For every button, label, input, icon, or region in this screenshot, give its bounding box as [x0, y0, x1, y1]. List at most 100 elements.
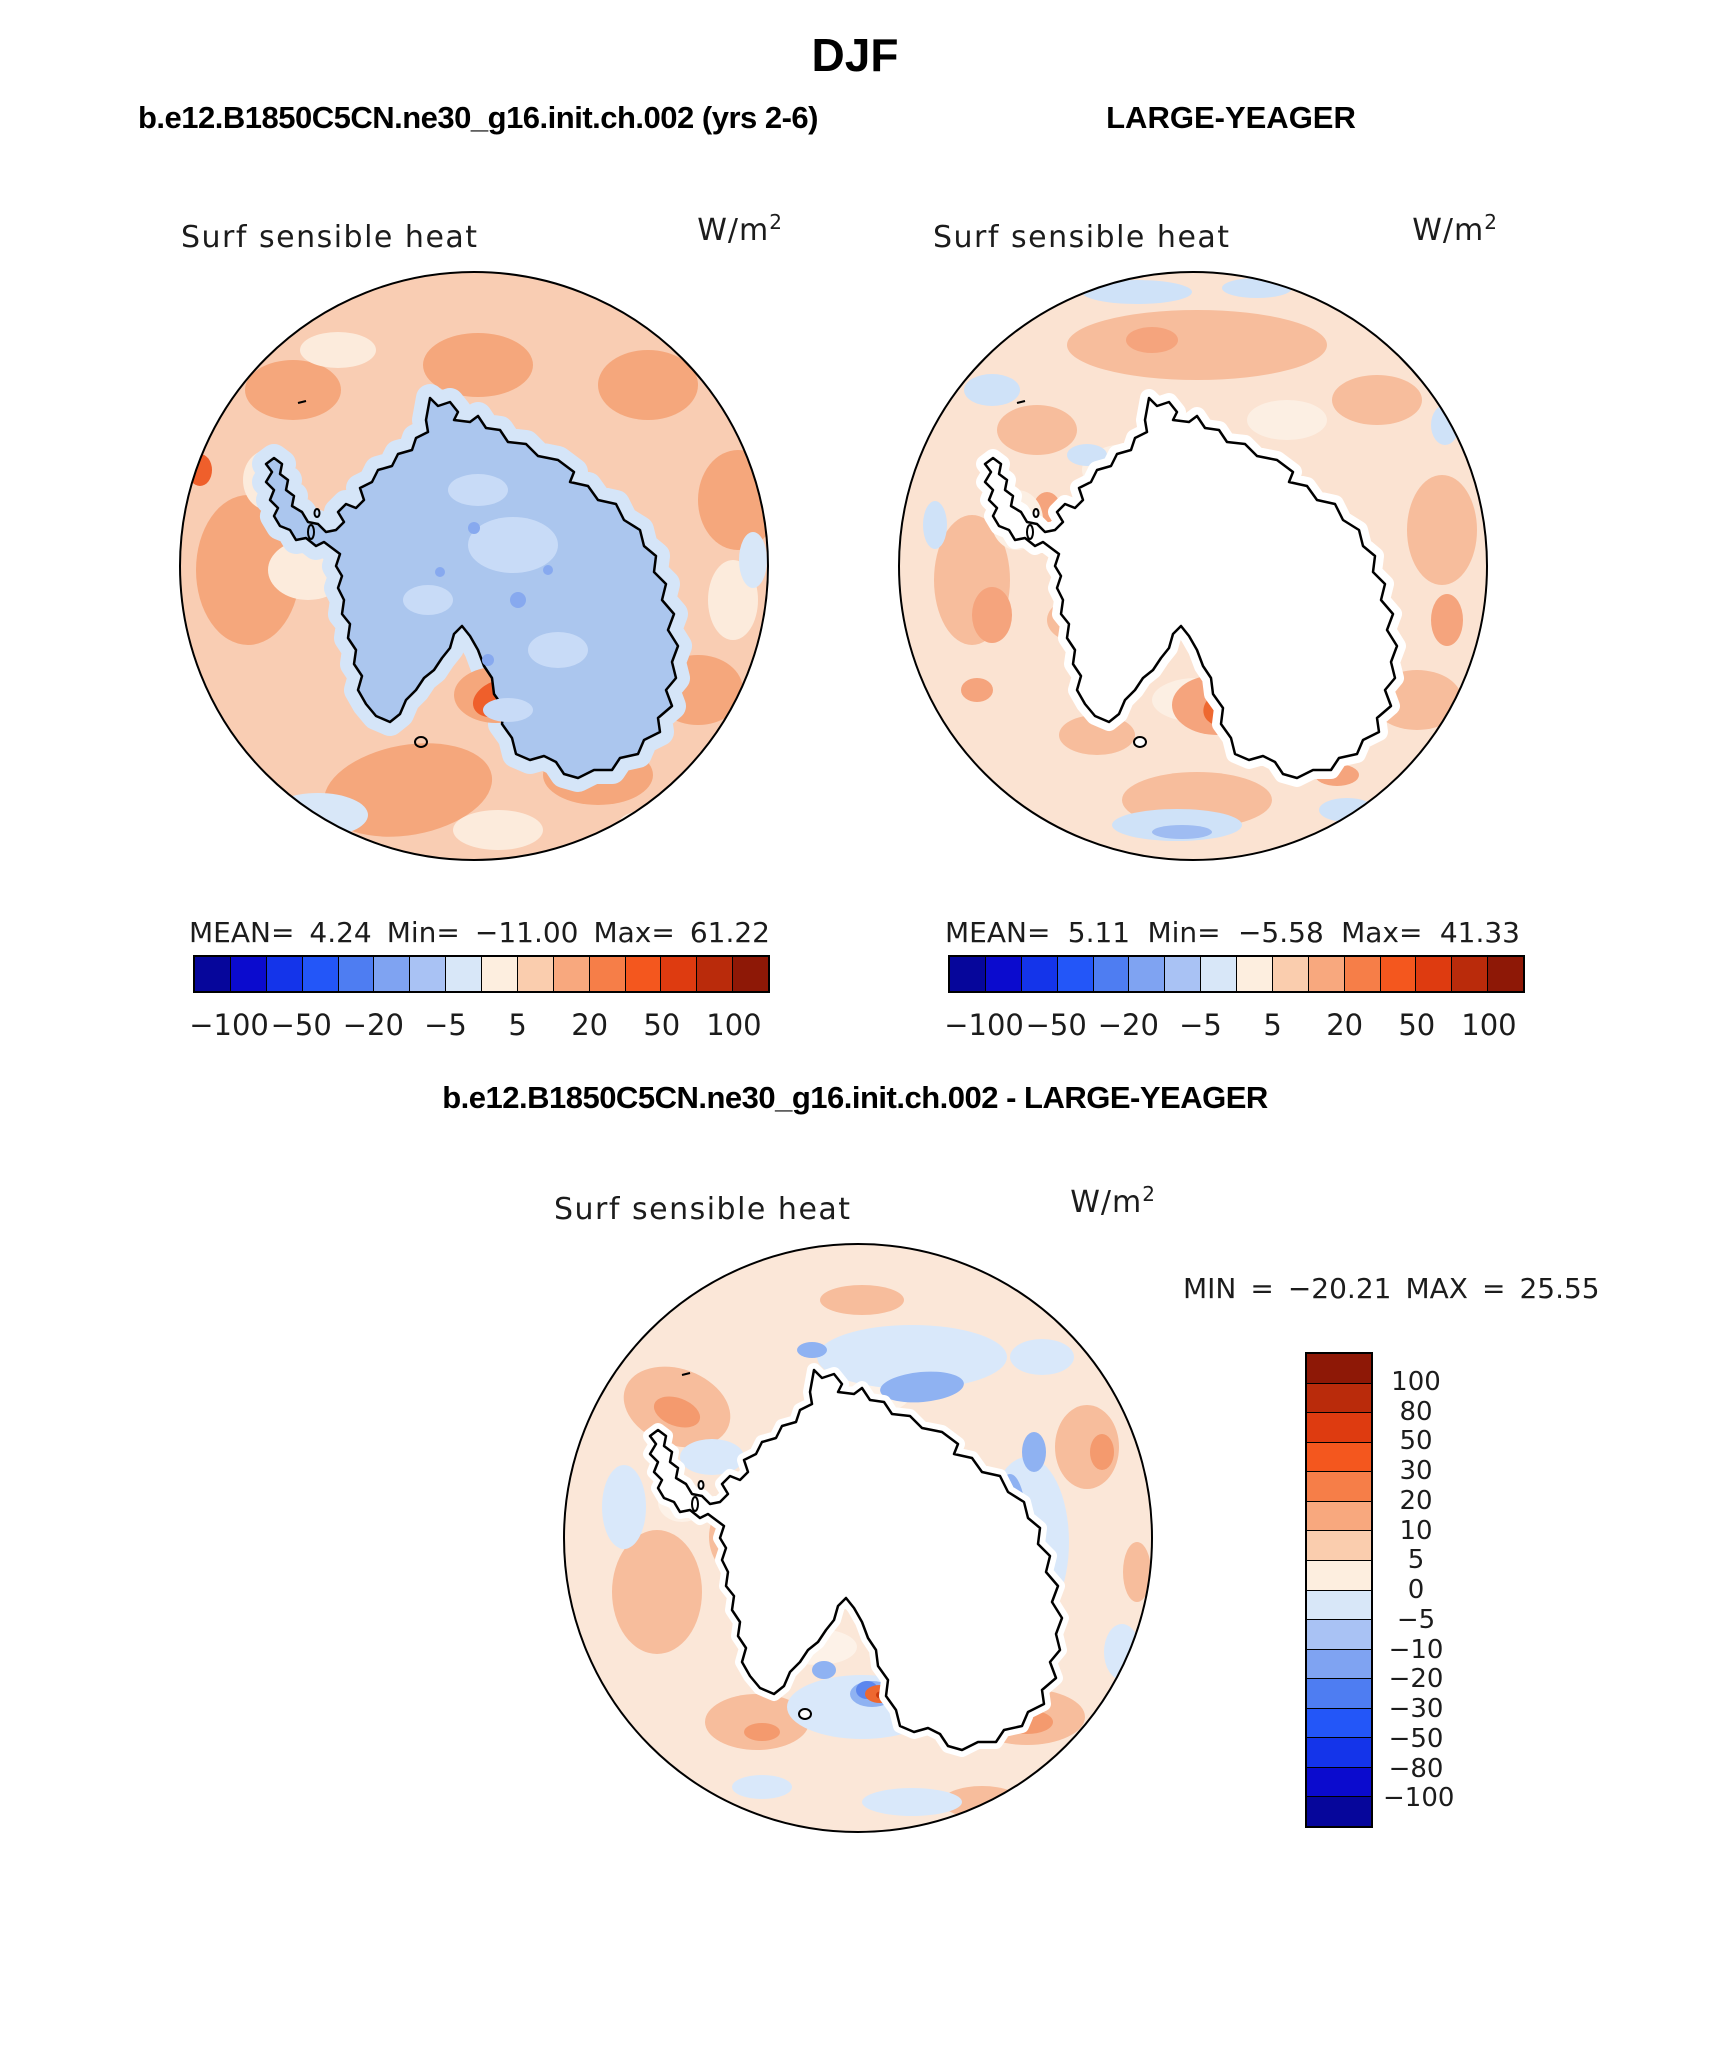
- colorbar-cell: [1307, 1649, 1371, 1680]
- colorbar-cell: [446, 957, 482, 991]
- diff-colorbar: [1305, 1352, 1373, 1828]
- colorbar-tick-label: 80: [1399, 1396, 1433, 1427]
- colorbar-cell: [1452, 957, 1489, 991]
- obs-map-plot: [898, 271, 1488, 861]
- colorbar-cell: [1380, 957, 1417, 991]
- map-boundary-circle: [179, 271, 769, 861]
- min-label: MIN: [1183, 1272, 1237, 1305]
- colorbar-tick-label: −30: [1388, 1694, 1444, 1724]
- colorbar-tick-label: 100: [1391, 1366, 1441, 1397]
- map-boundary-circle: [898, 271, 1488, 861]
- season-title: DJF: [811, 29, 899, 81]
- min-label: Min=: [1147, 916, 1221, 949]
- colorbar-tick-label: −5: [424, 1008, 467, 1042]
- max-value: 41.33: [1439, 916, 1520, 949]
- colorbar-cell: [302, 957, 339, 991]
- colorbar-tick-label: 50: [643, 1008, 681, 1042]
- min-value: −11.00: [474, 916, 579, 949]
- colorbar-cell: [733, 957, 768, 991]
- mean-value: 5.11: [1067, 916, 1131, 949]
- model-colorbar-ticks: −100 −50 −20 −5 5 20 50 100: [189, 1008, 770, 1042]
- diff-minmax-row: MIN = −20.21 MAX = 25.55: [1183, 1272, 1600, 1305]
- difference-title: b.e12.B1850C5CN.ne30_g16.init.ch.002 - L…: [442, 1080, 1268, 1115]
- colorbar-cell: [338, 957, 375, 991]
- model-colorbar: [193, 955, 770, 993]
- colorbar-cell: [1021, 957, 1058, 991]
- island-marks: [681, 1372, 812, 1720]
- colorbar-cell: [697, 957, 734, 991]
- colorbar-cell: [1307, 1501, 1371, 1532]
- min-value: −20.21: [1287, 1272, 1392, 1305]
- obs-colorbar: [948, 955, 1525, 993]
- colorbar-cell: [1307, 1413, 1371, 1443]
- colorbar-tick-label: −100: [189, 1008, 269, 1042]
- colorbar-tick-label: 100: [1461, 1008, 1517, 1042]
- diff-units-label: W/m2: [1070, 1182, 1156, 1220]
- colorbar-tick-label: 5: [1263, 1008, 1282, 1042]
- colorbar-cell: [1307, 1560, 1371, 1591]
- diff-colorbar-ticks: 100 80 50 30 20 10 5 0 −5 −10 −20 −30 −50 −80 −100: [1383, 1352, 1455, 1828]
- colorbar-cell: [1416, 957, 1453, 991]
- colorbar-cell: [230, 957, 267, 991]
- colorbar-cell: [482, 957, 518, 991]
- colorbar-tick-label: −100: [944, 1008, 1024, 1042]
- colorbar-tick-label: 30: [1399, 1456, 1433, 1486]
- colorbar-cell: [625, 957, 662, 991]
- colorbar-cell: [1307, 1708, 1371, 1739]
- min-value: −5.58: [1237, 916, 1324, 949]
- colorbar-cell: [1308, 957, 1345, 991]
- colorbar-cell: [589, 957, 626, 991]
- colorbar-tick-label: 50: [1398, 1008, 1436, 1042]
- mean-label: MEAN=: [945, 916, 1051, 949]
- colorbar-tick-label: −20: [342, 1008, 404, 1042]
- colorbar-cell: [1307, 1590, 1371, 1621]
- colorbar-tick-label: −100: [1383, 1783, 1455, 1814]
- colorbar-cell: [985, 957, 1022, 991]
- min-label: Min=: [386, 916, 460, 949]
- colorbar-tick-label: −50: [1388, 1723, 1444, 1754]
- obs-units-label: W/m2: [1412, 210, 1498, 248]
- colorbar-tick-label: −20: [1097, 1008, 1159, 1042]
- colorbar-tick-label: −20: [1388, 1664, 1444, 1695]
- colorbar-cell: [1344, 957, 1381, 991]
- colorbar-tick-label: −80: [1388, 1753, 1444, 1784]
- colorbar-cell: [1307, 1797, 1371, 1826]
- colorbar-cell: [1307, 1767, 1371, 1798]
- colorbar-cell: [195, 957, 231, 991]
- colorbar-cell: [1165, 957, 1202, 991]
- max-label: MAX: [1405, 1272, 1468, 1305]
- mean-value: 4.24: [309, 916, 372, 949]
- colorbar-cell: [266, 957, 303, 991]
- colorbar-cell: [1201, 957, 1237, 991]
- colorbar-cell: [1307, 1531, 1371, 1561]
- model-units-label: W/m2: [697, 210, 783, 248]
- colorbar-cell: [1307, 1472, 1371, 1502]
- colorbar-cell: [1237, 957, 1273, 991]
- colorbar-tick-label: 100: [706, 1008, 762, 1042]
- colorbar-cell: [1129, 957, 1166, 991]
- colorbar-cell: [553, 957, 590, 991]
- colorbar-cell: [1093, 957, 1130, 991]
- colorbar-cell: [374, 957, 411, 991]
- island-marks: [1016, 400, 1147, 748]
- colorbar-cell: [950, 957, 986, 991]
- obs-ocean-field: [899, 272, 1487, 860]
- diff-ocean-field: [564, 1244, 1152, 1832]
- obs-stats-row: MEAN= 5.11 Min= −5.58 Max= 41.33: [945, 916, 1520, 949]
- colorbar-cell: [1307, 1620, 1371, 1650]
- colorbar-cell: [1307, 1679, 1371, 1709]
- colorbar-tick-label: 20: [1399, 1485, 1433, 1516]
- colorbar-cell: [661, 957, 698, 991]
- island-marks: [297, 400, 428, 748]
- colorbar-cell: [517, 957, 554, 991]
- equals-sign: =: [1481, 1272, 1506, 1305]
- colorbar-cell: [1488, 957, 1523, 991]
- colorbar-cell: [1307, 1354, 1371, 1384]
- antarctica-continent: [264, 396, 680, 780]
- colorbar-tick-label: 20: [1326, 1008, 1364, 1042]
- colorbar-tick-label: 20: [571, 1008, 609, 1042]
- colorbar-tick-label: −10: [1388, 1634, 1444, 1665]
- colorbar-tick-label: 10: [1399, 1515, 1433, 1546]
- colorbar-tick-label: −5: [1396, 1604, 1436, 1635]
